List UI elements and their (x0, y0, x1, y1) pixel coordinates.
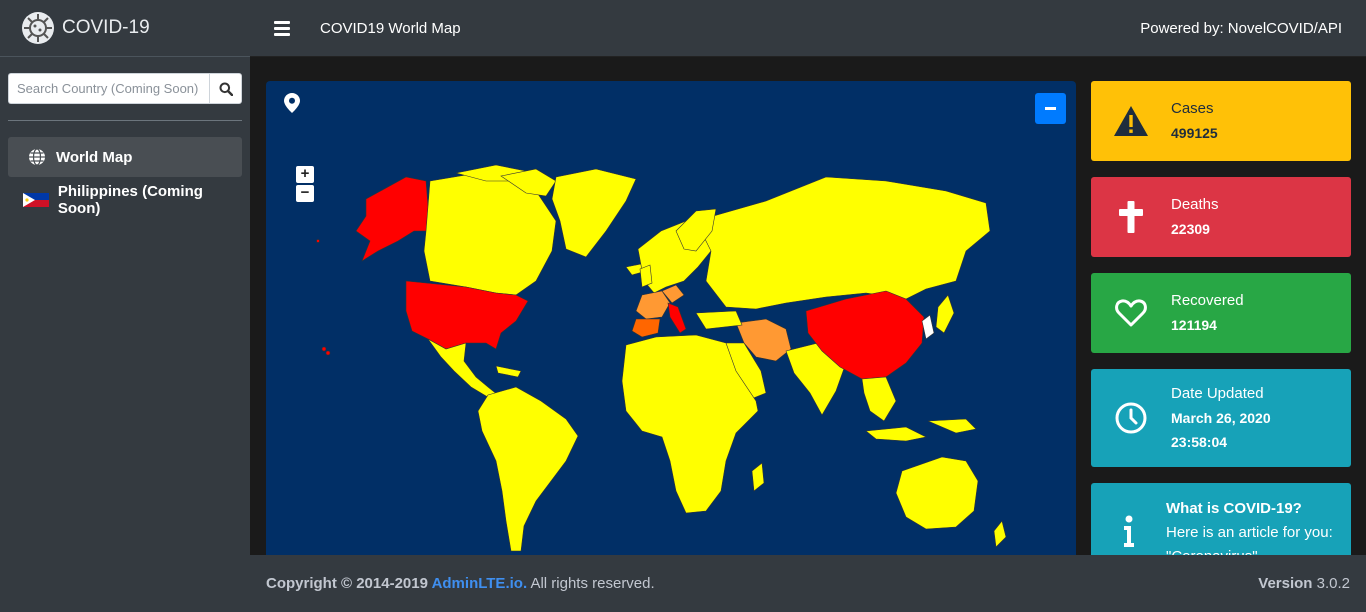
warning-icon (1091, 105, 1171, 137)
world-map-card: + − (266, 81, 1076, 555)
about-covid-info-box: What is COVID-19? Here is an article for… (1091, 483, 1351, 555)
zoom-in-button[interactable]: + (296, 166, 314, 183)
world-map[interactable] (266, 81, 1076, 555)
philippines-flag-icon (23, 192, 50, 208)
cases-info-box: Cases 499125 (1091, 81, 1351, 161)
virus-logo-icon (22, 12, 54, 44)
about-link[interactable]: "Coronavirus" (1166, 545, 1333, 555)
sidebar: COVID-19 (0, 0, 250, 612)
sidebar-item-label: Philippines (Coming Soon) (57, 183, 203, 217)
minus-icon (1045, 107, 1056, 110)
recovered-label: Recovered (1171, 292, 1244, 309)
footer: Copyright © 2014-2019 AdminLTE.io. All r… (250, 555, 1366, 612)
about-text: Here is an article for you: (1166, 524, 1333, 541)
cases-label: Cases (1171, 100, 1214, 117)
adminlte-link[interactable]: AdminLTE.io. (431, 575, 528, 592)
content-wrapper: + − Cases 499125 Deaths 22309 (250, 57, 1366, 555)
page-title[interactable]: COVID19 World Map (320, 19, 461, 37)
brand-name: COVID-19 (62, 17, 150, 38)
version-label: Version (1258, 575, 1313, 592)
search-button[interactable] (209, 73, 242, 104)
collapse-card-button[interactable] (1035, 93, 1066, 124)
cross-icon (1091, 201, 1171, 233)
globe-icon (26, 148, 48, 166)
version-number: 3.0.2 (1312, 575, 1350, 592)
sidebar-item-label: World Map (56, 148, 133, 166)
search-icon (219, 82, 233, 96)
date-label: Date Updated (1171, 385, 1264, 402)
clock-icon (1091, 402, 1171, 434)
deaths-value: 22309 (1171, 221, 1210, 237)
deaths-info-box: Deaths 22309 (1091, 177, 1351, 257)
sidebar-nav: World Map Philippines (Coming Soon) (0, 121, 250, 239)
info-icon (1091, 497, 1166, 547)
time-value: 23:58:04 (1171, 434, 1228, 450)
deaths-label: Deaths (1171, 196, 1219, 213)
map-zoom-controls: + − (296, 166, 314, 202)
date-updated-info-box: Date Updated March 26, 2020 23:58:04 (1091, 369, 1351, 467)
zoom-out-button[interactable]: − (296, 185, 314, 202)
brand[interactable]: COVID-19 (0, 0, 250, 57)
rights-text: All rights reserved. (527, 575, 655, 592)
map-marker-icon[interactable] (284, 93, 300, 113)
search-input[interactable] (8, 73, 209, 104)
copyright-text: Copyright © 2014-2019 (266, 575, 432, 592)
sidebar-item-philippines[interactable]: Philippines (Coming Soon) (8, 180, 242, 220)
powered-by-text: Powered by: NovelCOVID/API (1140, 19, 1342, 37)
date-value: March 26, 2020 (1171, 410, 1271, 426)
menu-toggle-icon[interactable] (274, 20, 290, 36)
recovered-value: 121194 (1171, 317, 1217, 333)
heart-icon (1091, 299, 1171, 327)
sidebar-search (8, 57, 242, 121)
about-title: What is COVID-19? (1166, 500, 1302, 517)
recovered-info-box: Recovered 121194 (1091, 273, 1351, 353)
sidebar-item-world-map[interactable]: World Map (8, 137, 242, 177)
cases-value: 499125 (1171, 125, 1218, 141)
top-navbar: COVID19 World Map Powered by: NovelCOVID… (250, 0, 1366, 57)
